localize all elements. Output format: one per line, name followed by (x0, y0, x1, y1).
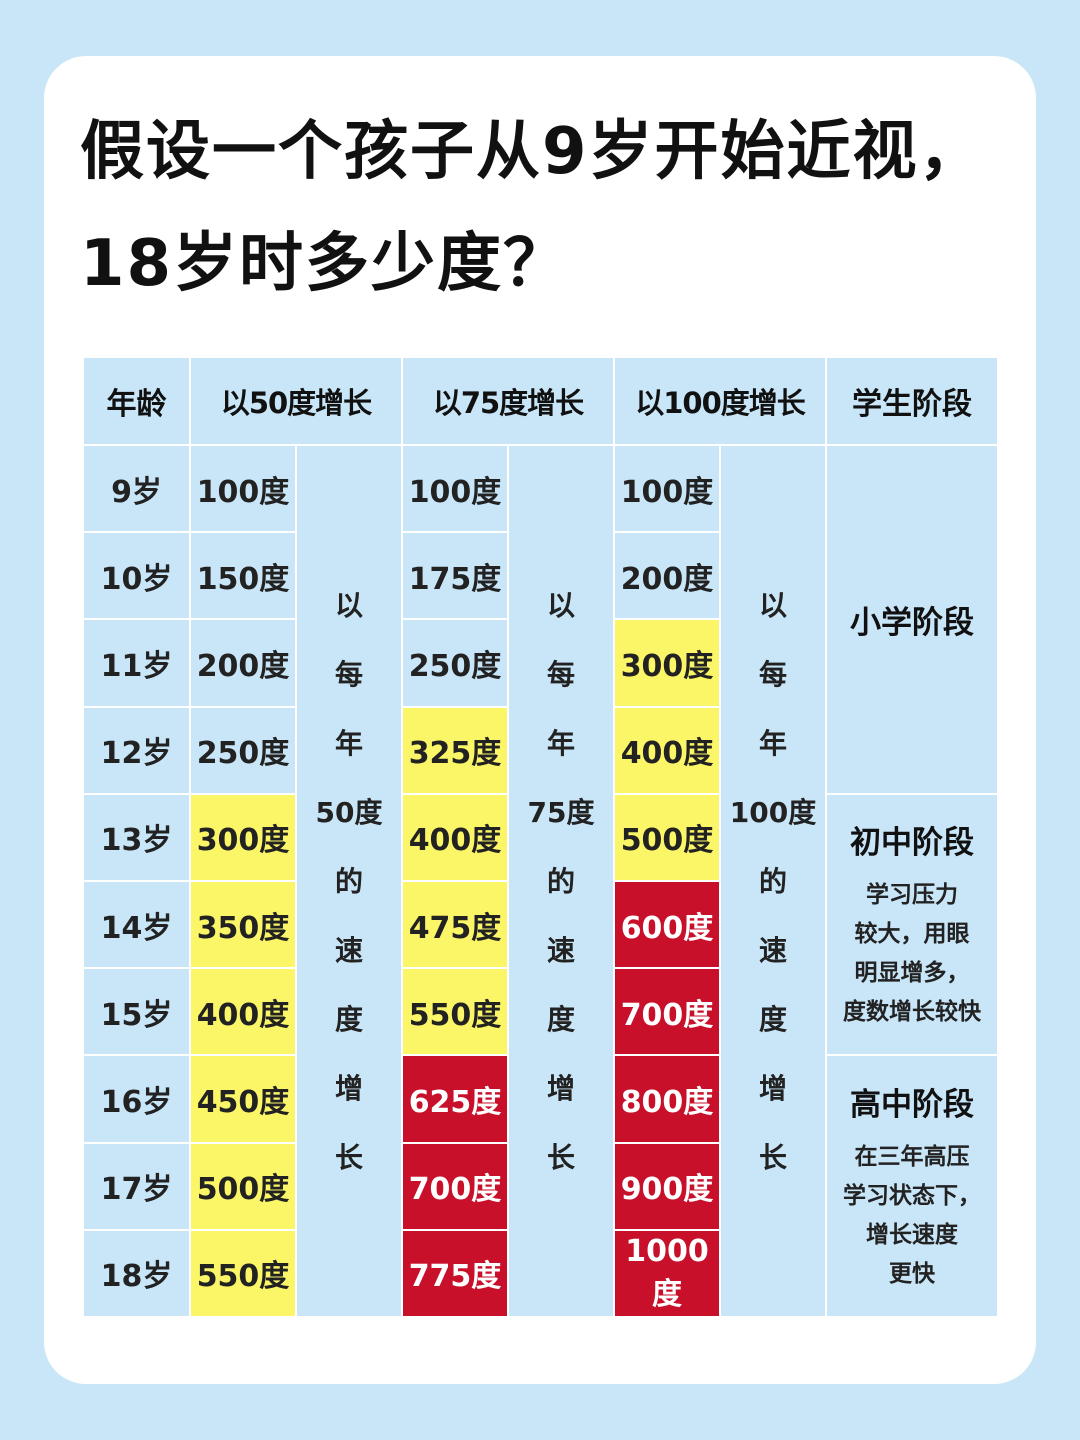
value-cell-rate50: 300度 (191, 794, 295, 880)
rate-note-char: 速 (334, 933, 363, 967)
stage-description-line: 度数增长较快 (843, 999, 981, 1026)
rate-note-rate50: 以每年 50度的速度增长 (297, 446, 401, 1316)
age-cell: 16岁 (84, 1056, 189, 1142)
rate-note-char: 年 (758, 726, 787, 760)
header-cell: 学生阶段 (827, 358, 997, 444)
rate-note-char: 度 (758, 1002, 787, 1036)
value-cell-rate100: 500度 (615, 794, 719, 880)
page-title-line-2: 18岁时多少度？ (80, 227, 570, 301)
rate-note-char: 长 (546, 1140, 575, 1174)
stage-description-line: 明显增多， (854, 960, 970, 987)
age-cell: 17岁 (84, 1143, 189, 1229)
age-cell: 12岁 (84, 707, 189, 793)
value-cell-rate100: 600度 (615, 882, 719, 968)
age-cell: 10岁 (84, 533, 189, 619)
rate-note-char: 每 (758, 657, 787, 691)
value-cell-rate100: 300度 (615, 620, 719, 706)
value-cell-rate75: 775度 (403, 1230, 507, 1316)
header-cell: 以100度增长 (615, 358, 825, 444)
rate-note-char: 100度 (729, 795, 817, 829)
stage-description-line: 学习状态下， (843, 1182, 981, 1209)
rate-note-char: 长 (334, 1140, 363, 1174)
header-cell: 年龄 (84, 358, 189, 444)
value-cell-rate75: 100度 (403, 446, 507, 532)
rate-note-rate75: 以每年 75度的速度增长 (509, 446, 613, 1316)
rate-note-char: 速 (758, 933, 787, 967)
stage-description: 学习压力较大，用眼明显增多， 度数增长较快 (843, 876, 981, 1032)
rate-note-char: 增 (758, 1071, 787, 1105)
rate-note-char: 的 (334, 864, 363, 898)
rate-note-char: 75度 (527, 795, 595, 829)
value-cell-rate50: 500度 (191, 1143, 295, 1229)
rate-note-char: 以 (546, 588, 575, 622)
value-cell-rate100: 800度 (615, 1056, 719, 1142)
value-cell-rate100: 100度 (615, 446, 719, 532)
value-cell-rate50: 350度 (191, 882, 295, 968)
rate-note-char: 以 (334, 588, 363, 622)
rate-note-char: 的 (546, 864, 575, 898)
page-title-line-1: 假设一个孩子从9岁开始近视， (80, 115, 985, 189)
rate-note-char: 长 (758, 1140, 787, 1174)
rate-note-char: 速 (546, 933, 575, 967)
value-cell-rate50: 250度 (191, 707, 295, 793)
age-cell: 11岁 (84, 620, 189, 706)
value-cell-rate50: 550度 (191, 1230, 295, 1316)
rate-note-char: 每 (546, 657, 575, 691)
stage-description-line: 增长速度 (866, 1221, 958, 1248)
rate-note-char: 度 (334, 1002, 363, 1036)
value-cell-rate50: 200度 (191, 620, 295, 706)
value-cell-rate75: 625度 (403, 1056, 507, 1142)
header-cell: 以50度增长 (191, 358, 401, 444)
value-cell-rate75: 400度 (403, 794, 507, 880)
stage-description-line: 更快 (889, 1260, 935, 1287)
value-cell-rate50: 100度 (191, 446, 295, 532)
value-cell-rate100: 700度 (615, 969, 719, 1055)
value-cell-rate100: 900度 (615, 1143, 719, 1229)
age-cell: 13岁 (84, 794, 189, 880)
stage-cell-primary: 小学阶段 (827, 446, 997, 793)
value-cell-rate75: 475度 (403, 882, 507, 968)
stage-cell-high: 高中阶段在三年高压学习状态下， 增长速度更快 (827, 1056, 997, 1316)
myopia-table: 年龄 以50度增长 以75度增长 以100度增长 学生阶段 9岁 10岁 11岁 12岁 13岁 1… (84, 358, 997, 1334)
stage-title: 高中阶段 (850, 1086, 974, 1123)
age-cell: 14岁 (84, 882, 189, 968)
rate-note-char: 年 (334, 726, 363, 760)
value-cell-rate75: 700度 (403, 1143, 507, 1229)
rate-note-char: 年 (546, 726, 575, 760)
rate-note-char: 的 (758, 864, 787, 898)
value-cell-rate75: 550度 (403, 969, 507, 1055)
rate-note-char: 度 (546, 1002, 575, 1036)
stage-description-line: 学习压力 (866, 882, 958, 909)
value-cell-rate100: 200度 (615, 533, 719, 619)
stage-description-line: 较大，用眼 (854, 921, 970, 948)
stage-cell-middle: 初中阶段学习压力较大，用眼明显增多， 度数增长较快 (827, 794, 997, 1055)
rate-note-char: 50度 (315, 795, 383, 829)
rate-note-char: 增 (334, 1071, 363, 1105)
value-cell-rate75: 325度 (403, 707, 507, 793)
value-cell-rate75: 250度 (403, 620, 507, 706)
stage-description-line: 在三年高压 (854, 1143, 970, 1170)
stage-description: 在三年高压学习状态下， 增长速度更快 (843, 1138, 981, 1294)
rate-note-rate100: 以每年 100度的速度增长 (721, 446, 825, 1316)
age-cell: 9岁 (84, 446, 189, 532)
value-cell-rate50: 400度 (191, 969, 295, 1055)
stage-title: 小学阶段 (850, 604, 974, 641)
age-cell: 18岁 (84, 1230, 189, 1316)
value-cell-rate100: 400度 (615, 707, 719, 793)
value-cell-rate75: 175度 (403, 533, 507, 619)
value-cell-rate100: 1000度 (615, 1230, 719, 1316)
header-cell: 以75度增长 (403, 358, 613, 444)
rate-note-char: 增 (546, 1071, 575, 1105)
stage-title: 初中阶段 (850, 825, 974, 862)
value-cell-rate50: 450度 (191, 1056, 295, 1142)
value-cell-rate50: 150度 (191, 533, 295, 619)
rate-note-char: 以 (758, 588, 787, 622)
rate-note-char: 每 (334, 657, 363, 691)
age-cell: 15岁 (84, 969, 189, 1055)
